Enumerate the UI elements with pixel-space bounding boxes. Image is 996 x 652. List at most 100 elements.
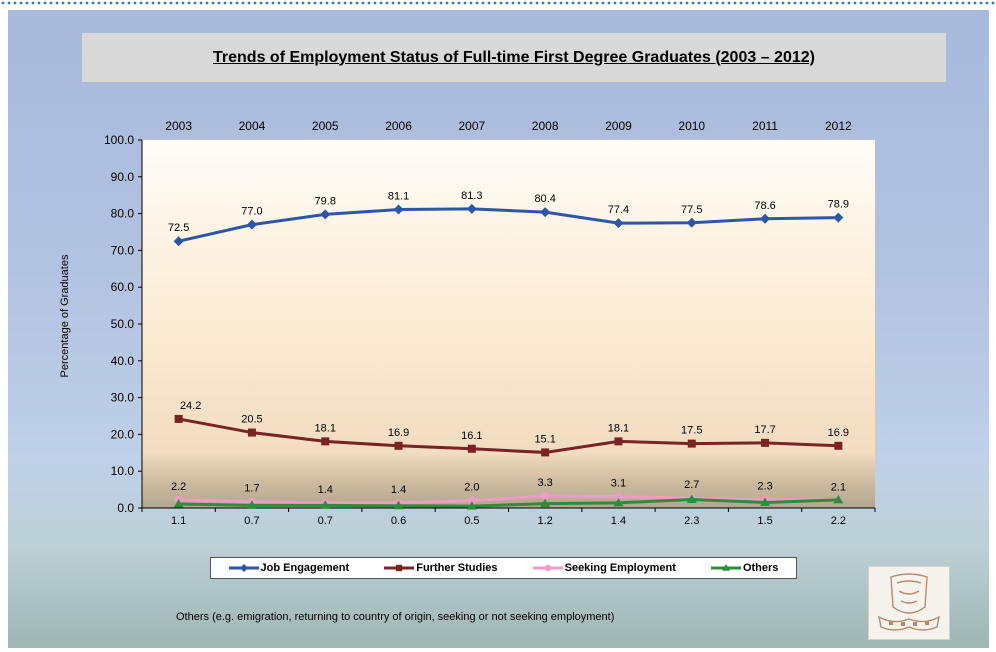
data-label: 72.5 (168, 222, 189, 234)
data-label: 81.1 (388, 191, 409, 203)
x-tick-label: 2011 (752, 119, 778, 133)
data-point (173, 498, 184, 508)
data-point (833, 494, 844, 504)
data-point (721, 564, 730, 571)
data-point (541, 448, 550, 457)
data-label: 0.5 (464, 515, 479, 527)
legend-swatch (710, 564, 741, 571)
y-tick-label: 90.0 (111, 170, 135, 184)
x-tick-label: 2009 (605, 119, 632, 133)
title-banner: Trends of Employment Status of Full-time… (82, 33, 946, 82)
y-tick-label: 0.0 (117, 501, 134, 515)
data-label: 15.1 (534, 433, 555, 445)
data-label: 16.1 (461, 430, 482, 442)
data-point (540, 207, 551, 218)
y-tick-label: 30.0 (111, 391, 135, 405)
data-point (467, 496, 476, 505)
data-label: 1.5 (757, 515, 772, 527)
data-label: 20.5 (241, 414, 262, 426)
data-point (834, 441, 843, 450)
data-label: 2.2 (831, 515, 846, 527)
data-point (760, 213, 771, 224)
data-point (613, 497, 624, 507)
data-label: 77.4 (608, 204, 629, 216)
data-label: 18.1 (315, 422, 336, 434)
legend-swatch (532, 564, 563, 572)
legend-swatch (228, 564, 259, 572)
data-point (321, 437, 330, 446)
y-tick-label: 70.0 (111, 243, 135, 257)
data-label: 0.7 (318, 515, 333, 527)
data-label: 2.1 (831, 481, 846, 493)
data-label: 2.3 (757, 481, 772, 493)
data-point (761, 438, 770, 447)
data-point (614, 492, 623, 501)
legend-label: Further Studies (416, 562, 498, 574)
data-point (393, 204, 404, 215)
y-tick-label: 40.0 (111, 354, 135, 368)
legend: Job Engagement Further Studies Seeking Emp… (210, 557, 797, 579)
data-label: 78.6 (754, 200, 775, 212)
footnote: Others (e.g. emigration, returning to co… (176, 611, 615, 623)
data-label: 77.0 (241, 206, 262, 218)
x-tick-label: 2006 (385, 119, 412, 133)
y-tick-label: 20.0 (111, 427, 135, 441)
data-point (544, 564, 551, 572)
data-label: 3.1 (611, 478, 626, 490)
data-label: 24.2 (180, 400, 201, 412)
data-label: 17.7 (754, 424, 775, 436)
legend-item-job-engagement: Job Engagement (228, 562, 350, 574)
data-point (173, 236, 184, 247)
legend-label: Seeking Employment (564, 562, 676, 574)
series-line-job-engagement (178, 207, 839, 243)
data-label: 77.5 (681, 204, 702, 216)
data-label: 0.7 (244, 515, 259, 527)
data-label: 2.7 (684, 479, 699, 491)
data-point (833, 212, 844, 223)
y-axis-label: Percentage of Graduates (59, 254, 71, 377)
x-tick-label: 2003 (165, 119, 192, 133)
data-point (686, 494, 697, 504)
series-line-others (178, 498, 839, 508)
data-point (466, 203, 477, 214)
top-dotted-border (0, 0, 996, 6)
legend-swatch (384, 564, 415, 572)
x-tick-label: 2005 (312, 119, 339, 133)
data-label: 0.6 (391, 515, 406, 527)
university-crest-icon (868, 566, 950, 640)
data-label: 1.4 (391, 484, 406, 496)
data-point (394, 441, 403, 450)
data-label: 2.3 (684, 515, 699, 527)
data-label: 17.5 (681, 425, 702, 437)
data-point (614, 437, 623, 446)
x-tick-label: 2008 (532, 119, 559, 133)
data-label: 81.3 (461, 190, 482, 202)
data-point (760, 497, 771, 506)
data-point (613, 218, 624, 229)
legend-item-seeking-employment: Seeking Employment (532, 562, 676, 574)
data-point (467, 444, 476, 453)
data-label: 80.4 (534, 193, 555, 205)
x-tick-label: 2012 (825, 119, 852, 133)
data-point (320, 209, 331, 220)
data-point (174, 414, 183, 423)
x-tick-label: 2004 (239, 119, 266, 133)
x-tick-label: 2007 (458, 119, 485, 133)
series-line-further-studies (178, 417, 839, 454)
data-point (247, 428, 256, 437)
data-label: 1.2 (538, 515, 553, 527)
data-label: 2.0 (464, 482, 479, 494)
y-tick-label: 80.0 (111, 207, 135, 221)
y-tick-label: 50.0 (111, 317, 135, 331)
data-label: 16.9 (828, 427, 849, 439)
data-point (246, 219, 257, 230)
data-point (686, 217, 697, 228)
legend-item-further-studies: Further Studies (384, 562, 498, 574)
y-tick-label: 60.0 (111, 280, 135, 294)
data-point (687, 439, 696, 448)
data-label: 1.4 (318, 484, 333, 496)
legend-label: Job Engagement (260, 562, 350, 574)
legend-label: Others (742, 562, 779, 574)
chart-title: Trends of Employment Status of Full-time… (213, 48, 815, 66)
